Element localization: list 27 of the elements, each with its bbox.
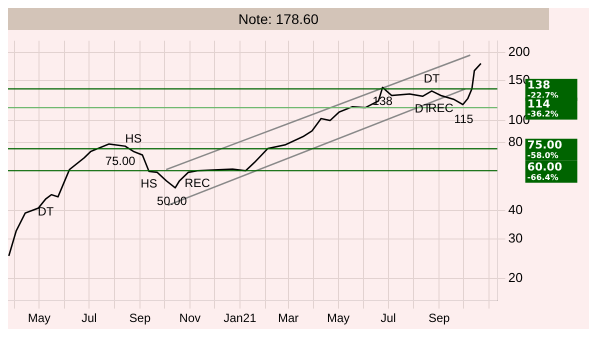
x-tick-label: Sep [129, 311, 151, 326]
x-tick-label: Nov [179, 311, 201, 326]
annotation: HS [140, 176, 158, 191]
annotation: DT [424, 71, 440, 86]
x-tick-label: Jan21 [224, 311, 257, 326]
annotation: 50.00 [156, 194, 188, 208]
x-tick-label: May [28, 311, 50, 326]
ref-line-label: 75.00 -58.0% [527, 138, 562, 160]
y-tick-label: 40 [508, 202, 523, 218]
annotation: HS [125, 132, 142, 146]
y-tick-label: 30 [508, 230, 523, 246]
y-tick-label: 20 [508, 270, 523, 286]
annotation: 115 [454, 112, 474, 126]
y-tick-label: 200 [508, 44, 530, 59]
annotation: 75.00 [105, 154, 136, 168]
x-tick-label: Sep [428, 311, 450, 326]
x-tick-label: May [326, 311, 350, 326]
x-tick-label: Jul [81, 311, 97, 326]
ref-line-label: 114 -36.2% [527, 97, 558, 119]
annotation: REC [184, 176, 210, 190]
x-tick-label: Mar [278, 311, 299, 326]
y-tick-label: 80 [508, 134, 523, 150]
ref-line-label: 138 -22.7% [527, 78, 558, 100]
x-tick-label: Jul [380, 311, 396, 326]
chart-title: Note: 178.60 [8, 8, 549, 30]
ref-line-label: 60.00 -66.4% [527, 160, 562, 182]
annotation: DT [38, 204, 54, 218]
